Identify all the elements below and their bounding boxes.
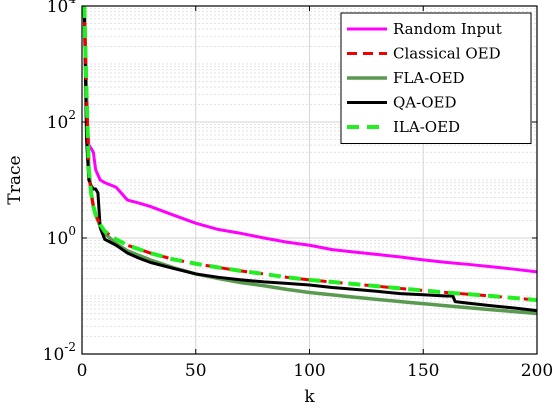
y-tick-exponent: 4 [68,0,76,6]
y-tick-label: 104 [47,0,77,17]
legend-label: FLA-OED [393,69,465,87]
legend-label: ILA-OED [393,118,460,136]
y-tick-exponent: 0 [68,224,76,238]
y-tick-label: 102 [47,108,76,133]
series-line-ila-oed [82,6,537,303]
y-tick-base: 10 [43,345,65,365]
series-line-random-input [82,11,537,274]
x-tick-label: 150 [407,361,439,381]
legend-label: Random Input [393,20,502,38]
y-tick-base: 10 [47,0,69,17]
y-tick-exponent: -2 [64,340,76,354]
y-tick-exponent: 2 [68,108,76,122]
legend-label: Classical OED [393,45,501,63]
y-tick-base: 10 [47,113,69,133]
x-axis-label: k [304,387,315,407]
y-tick-base: 10 [47,229,69,249]
x-tick-label: 0 [77,361,88,381]
x-tick-label: 50 [185,361,207,381]
legend-label: QA-OED [393,94,456,112]
axis-ticks: 05010015020010410210010-2 [43,0,553,381]
y-axis-label: Trace [5,155,25,204]
x-tick-label: 200 [521,361,553,381]
series-lines [82,6,537,316]
y-tick-label: 100 [47,224,76,249]
y-tick-label: 10-2 [43,340,76,365]
series-line-qa-oed [82,6,537,313]
legend: Random Input Classical OED FLA-OED QA-OED IL… [340,12,532,144]
x-tick-label: 100 [293,361,325,381]
